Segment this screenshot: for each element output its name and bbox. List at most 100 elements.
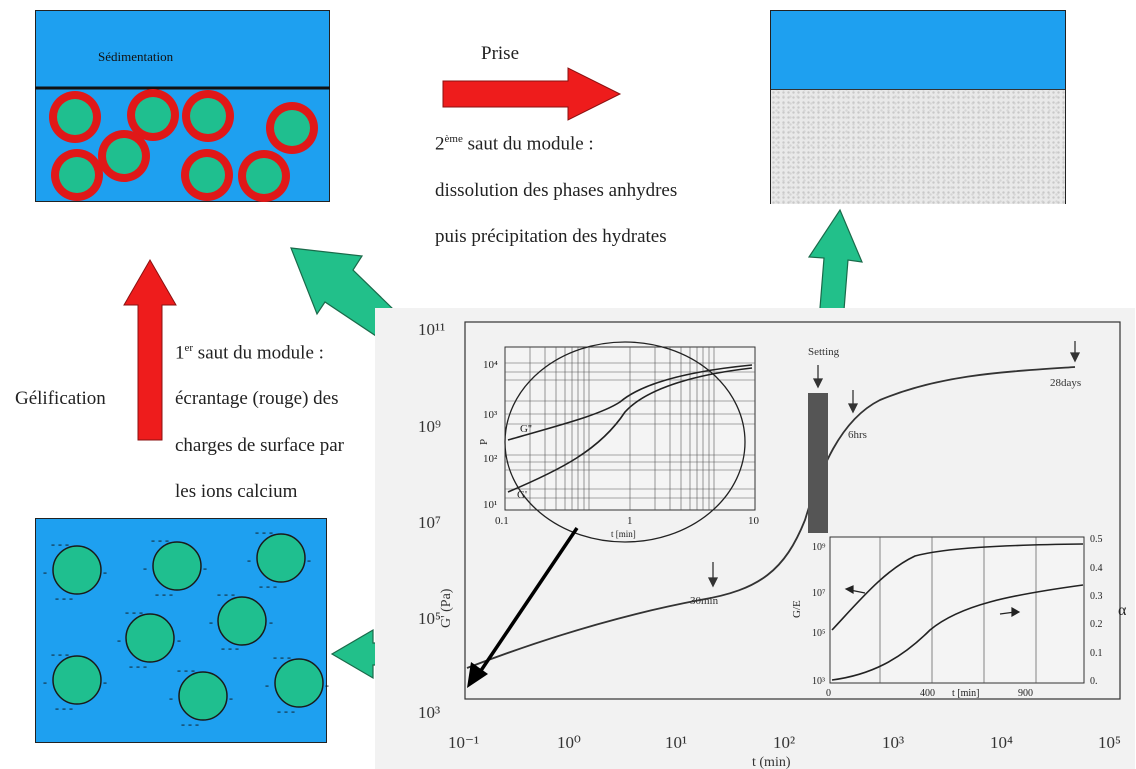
svg-text:-: - (307, 553, 311, 567)
svg-text:- - -: - - - (51, 647, 69, 661)
svg-text:-: - (43, 675, 47, 689)
svg-text:-: - (265, 678, 269, 692)
second-jump-title: 2ème saut du module : (435, 133, 594, 155)
svg-text:- - -: - - - (51, 537, 69, 551)
second-jump-line2: dissolution des phases anhydres (435, 180, 678, 201)
x-tick-label: 10² (773, 733, 795, 752)
main-chart-frame (464, 321, 1121, 700)
x-tick-label: 10⁻¹ (448, 733, 479, 752)
x-tick-label: 10⁵ (1098, 733, 1121, 752)
coated-particle (238, 150, 290, 202)
svg-text:- - -: - - - (125, 605, 143, 619)
svg-text:-: - (209, 615, 213, 629)
svg-text:-: - (103, 565, 107, 579)
gelification-arrow (123, 259, 177, 441)
svg-text:-: - (143, 561, 147, 575)
svg-text:- - -: - - - (177, 663, 195, 677)
sedimentation-label: Sédimentation (98, 49, 174, 64)
inset-left-x-tick: 10 (748, 515, 760, 527)
svg-text:- - -: - - - (221, 641, 239, 655)
charged-particle (178, 671, 228, 721)
surface-charges: - - -- -- - - - - -- -- - - - - -- -- - - -… (43, 525, 329, 731)
inset-right-x-tick: 400 (920, 688, 935, 699)
inset-left-y-tick: 10⁴ (483, 359, 498, 371)
y-tick-label: 10³ (418, 703, 440, 722)
inset-right-y-left-label: G/E (791, 600, 803, 618)
x-tick-label: 10¹ (665, 733, 687, 752)
svg-text:-: - (103, 675, 107, 689)
svg-text:- - -: - - - (277, 704, 295, 718)
inset-right-y-left-tick: 10⁹ (812, 542, 826, 553)
main-gprime-curve (466, 366, 1076, 669)
svg-text:- - -: - - - (181, 717, 199, 731)
y-tick-label: 10⁷ (418, 513, 441, 532)
inset-right-y-right-label: α (1118, 602, 1127, 619)
svg-text:-: - (269, 615, 273, 629)
gelification-label: Gélification (15, 388, 106, 409)
inset-right-y-left-tick: 10⁷ (812, 588, 826, 599)
setting-bar (808, 393, 828, 533)
first-jump-line2: écrantage (rouge) des (175, 388, 339, 409)
charged-particles (52, 533, 324, 721)
first-jump-number: 1 (175, 342, 185, 364)
inset-right-grid (879, 537, 1037, 683)
x-tick-label: 10³ (882, 733, 904, 752)
inset-right-x-tick: 900 (1018, 688, 1033, 699)
svg-text:- - -: - - - (255, 525, 273, 539)
inset-left-x-label: t [min] (611, 529, 636, 539)
x-tick-label: 10⁴ (990, 733, 1013, 752)
inset-right-y-left-tick: 10⁵ (812, 628, 826, 639)
inset-right: 10⁹ 10⁷ 10⁵ 10³ G/E 0.5 0.4 0.3 0.2 0.1 … (791, 534, 1127, 699)
zoom-pointer-arrow (467, 527, 579, 688)
svg-text:- - -: - - - (273, 650, 291, 664)
annotation-setting: Setting (808, 346, 840, 358)
coated-particle (49, 91, 101, 143)
first-jump-sup: er (184, 342, 194, 354)
y-tick-label: 10⁹ (418, 417, 441, 436)
coated-particle (182, 90, 234, 142)
inset-right-y-right-tick: 0. (1090, 676, 1098, 687)
inset-right-curve-pointers (844, 585, 1021, 618)
annotation-30min: 30min (690, 595, 719, 607)
annotation-6hrs: 6hrs (848, 429, 867, 441)
y-tick-label: 10¹¹ (418, 320, 445, 339)
inset-left-upper-label: G'' (520, 423, 532, 435)
svg-text:-: - (325, 678, 329, 692)
inset-left-grid (505, 347, 755, 510)
coated-particle (127, 89, 179, 141)
inset-left-x-tick: 1 (627, 515, 633, 527)
second-jump-number: 2 (435, 133, 445, 155)
inset-left-curve-lower (507, 367, 753, 493)
inset-left-y-label: P (478, 439, 490, 445)
inset-left-curve-upper (507, 364, 753, 441)
second-jump-sup: ème (444, 133, 463, 145)
charged-particle (274, 658, 324, 708)
svg-text:- - -: - - - (151, 533, 169, 547)
svg-text:-: - (169, 691, 173, 705)
inset-left-y-tick: 10² (483, 453, 498, 465)
second-jump-rest: saut du module : (462, 133, 594, 155)
inset-left: G'' G' 10⁴ 10³ 10² 10¹ P 0.1 1 10 t [min… (478, 341, 760, 543)
charged-particle (256, 533, 306, 583)
x-axis-label: t (min) (752, 755, 791, 769)
svg-text:-: - (203, 561, 207, 575)
inset-right-y-right-tick: 0.4 (1090, 563, 1103, 574)
svg-text:- - -: - - - (55, 591, 73, 605)
inset-left-x-tick: 0.1 (495, 515, 509, 527)
coated-particle (181, 149, 233, 201)
inset-right-y-left-tick: 10³ (812, 676, 825, 687)
inset-right-y-right-tick: 0.1 (1090, 648, 1103, 659)
first-jump-rest: saut du module : (193, 342, 324, 364)
first-jump-line4: les ions calcium (175, 481, 298, 502)
svg-text:- - -: - - - (259, 579, 277, 593)
svg-text:-: - (117, 633, 121, 647)
sedimentation-panel: Sédimentation (35, 10, 330, 202)
svg-text:- - -: - - - (155, 587, 173, 601)
charged-particle (52, 655, 102, 705)
set-material-panel (770, 10, 1066, 204)
second-jump-line3: puis précipitation des hydrates (435, 226, 667, 247)
inset-left-y-tick: 10¹ (483, 499, 497, 511)
svg-text:- - -: - - - (217, 587, 235, 601)
inset-right-y-right-tick: 0.5 (1090, 534, 1103, 545)
inset-left-y-tick: 10³ (483, 409, 498, 421)
